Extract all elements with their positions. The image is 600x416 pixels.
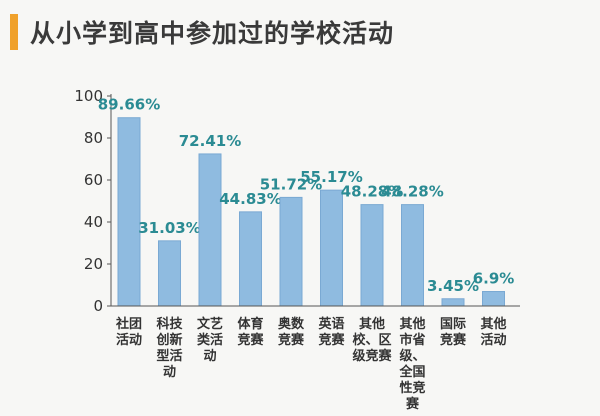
bar [158,240,181,307]
x-category-label: 其他 [399,316,425,332]
x-category-label: 竞赛 [278,332,305,348]
bar [441,298,465,307]
data-label: 72.41% [179,132,241,150]
x-category-label: 国际 [440,317,466,332]
x-category-label: 性竞 [399,380,425,396]
x-category-label: 活动 [116,332,142,348]
x-category-label: 其他 [480,316,506,332]
data-label: 44.83% [219,190,281,208]
x-category-label: 级竞赛 [352,348,392,364]
x-category-label: 创新 [155,332,182,348]
x-category-label: 级、 [399,348,425,364]
title-accent-bar [10,14,18,50]
bar [279,196,303,307]
x-category-label: 体育 [237,316,263,332]
x-category-label: 校、区 [352,332,391,348]
data-label: 48.28% [341,183,403,201]
bar [401,204,424,307]
y-tick-label: 60 [84,171,103,189]
bar [198,153,222,307]
chart-title: 从小学到高中参加过的学校活动 [30,19,395,48]
bar [117,117,141,307]
x-category-label: 科技 [156,316,183,332]
data-label: 89.66% [98,96,160,114]
data-label: 55.17% [300,168,362,186]
bar [482,291,505,307]
x-category-label: 其他 [359,316,385,332]
data-label: 51.72% [260,175,322,193]
x-category-label: 市省 [399,332,425,348]
data-label: 31.03% [138,219,200,237]
x-category-label: 类活 [197,332,223,348]
x-category-label: 竞赛 [237,332,264,348]
x-category-label: 奥数 [278,316,305,332]
x-category-label: 活动 [480,332,506,348]
x-category-label: 英语 [317,316,344,332]
bar [239,211,262,307]
y-tick-label: 80 [84,129,103,147]
y-tick-label: 100 [74,87,103,105]
x-category-label: 文艺 [197,316,223,332]
x-category-label: 竞赛 [318,332,345,348]
x-category-label: 动 [163,365,176,380]
x-category-label: 竞赛 [440,332,467,348]
data-label: 48.28% [381,183,443,201]
x-category-label: 赛 [405,396,420,412]
bar [320,189,343,307]
x-category-label: 型活 [156,348,182,364]
data-label: 3.45% [427,277,479,295]
y-tick-label: 40 [84,213,103,231]
data-label: 6.9% [473,270,515,288]
y-tick-label: 0 [93,297,103,315]
bar [360,204,384,307]
x-category-label: 全国 [398,364,425,380]
x-category-label: 动 [203,349,216,364]
x-category-label: 社团 [115,316,142,332]
y-tick-label: 20 [84,255,103,273]
title-bar: 从小学到高中参加过的学校活动 [0,10,600,54]
